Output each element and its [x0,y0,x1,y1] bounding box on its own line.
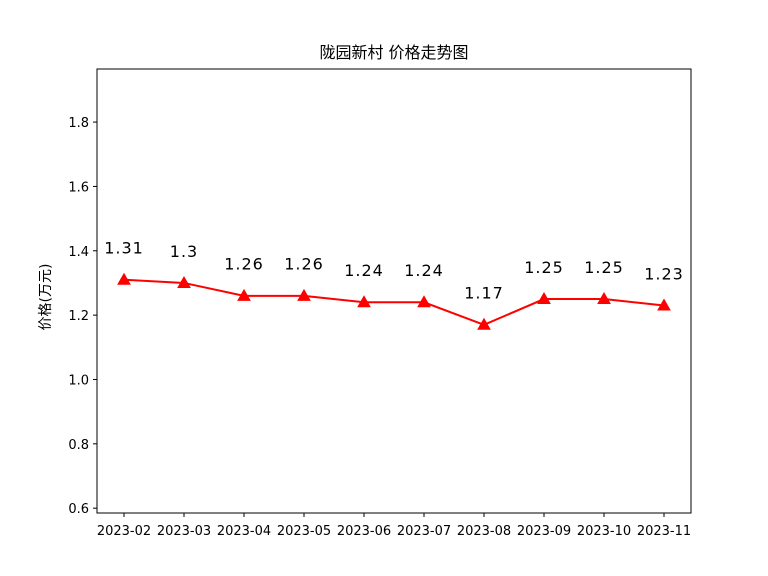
x-tick-label: 2023-03 [157,524,211,539]
data-label: 1.23 [644,264,684,283]
x-tick-label: 2023-08 [457,524,511,539]
x-tick-label: 2023-06 [337,524,391,539]
data-point-marker [357,295,371,308]
x-tick-label: 2023-02 [97,524,151,539]
data-label: 1.24 [344,261,384,280]
data-label: 1.26 [224,255,264,274]
y-axis-ticks: 0.6 0.8 1.0 1.2 1.4 1.6 1.8 [68,116,97,517]
y-tick-label: 1.6 [68,180,89,195]
y-tick-label: 1.2 [68,309,89,324]
y-tick-label: 0.6 [68,502,89,517]
y-axis-title: 价格(万元) [38,264,54,331]
data-label: 1.3 [170,242,198,261]
x-tick-label: 2023-05 [277,524,331,539]
x-tick-label: 2023-11 [637,524,691,539]
x-tick-label: 2023-04 [217,524,271,539]
plot-area-frame [96,68,692,514]
data-label: 1.25 [584,258,624,277]
data-label: 1.17 [464,284,504,303]
data-point-marker [237,288,251,301]
data-label: 1.31 [104,239,144,258]
data-point-marker [657,298,671,311]
data-point-marker [597,292,611,305]
data-point-marker [177,275,191,288]
data-label: 1.25 [524,258,564,277]
y-tick-label: 0.8 [68,438,89,453]
y-tick-label: 1.0 [68,373,89,388]
data-point-marker [297,288,311,301]
data-point-marker [537,292,551,305]
chart-title: 陇园新村 价格走势图 [319,43,468,62]
series-line [123,278,665,326]
x-axis-ticks: 2023-02 2023-03 2023-04 2023-05 2023-06 2023-… [97,513,691,539]
y-tick-label: 1.4 [68,245,89,260]
x-tick-label: 2023-09 [517,524,571,539]
data-point-marker [417,295,431,308]
y-tick-label: 1.8 [68,116,89,131]
data-point-marker [477,317,491,330]
data-label: 1.26 [284,255,324,274]
data-label: 1.24 [404,261,444,280]
x-tick-label: 2023-10 [577,524,631,539]
data-point-marker [117,272,131,285]
data-labels: 1.31 1.3 1.26 1.26 1.24 1.24 1.17 1.25 1.25 1.23 [104,239,684,303]
x-tick-label: 2023-07 [397,524,451,539]
price-series [117,272,671,330]
